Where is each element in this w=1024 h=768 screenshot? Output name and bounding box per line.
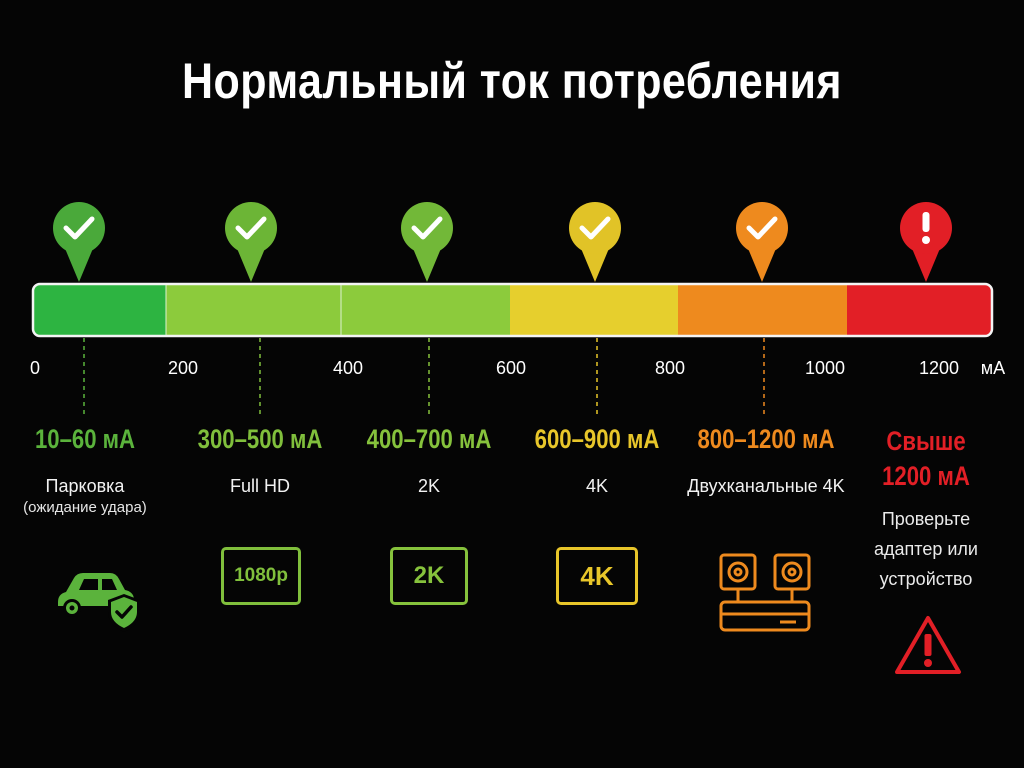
marker-fullhd <box>225 202 277 282</box>
note-text: Проверьте адаптер или устройство <box>841 504 1011 594</box>
exclamation-icon <box>922 212 930 244</box>
tick-600: 600 <box>496 358 526 378</box>
mode-sublabel: (ожидание удара) <box>23 499 147 516</box>
marker-over <box>900 202 952 282</box>
check-icon <box>235 216 267 240</box>
range-label: 10–60 мА <box>34 424 136 454</box>
check-icon <box>411 216 443 240</box>
segment-over <box>847 284 992 336</box>
bar-outline <box>31 282 994 338</box>
current-scale: 0 200 400 600 800 1000 1200 мА <box>30 202 1005 415</box>
range-label-line1: Свыше <box>886 426 966 456</box>
segment-parking <box>33 284 166 336</box>
note-line: Проверьте <box>881 509 971 529</box>
check-icon <box>746 216 778 240</box>
range-label: 800–1200 мА <box>697 424 835 454</box>
segment-dual-4k <box>678 284 847 336</box>
resolution-badge-4k: 4K <box>556 547 638 605</box>
column-2k: 400–700 мА 2K <box>344 424 514 499</box>
tick-200: 200 <box>168 358 198 378</box>
range-label: 600–900 мА <box>534 424 660 454</box>
tick-1000: 1000 <box>805 358 845 378</box>
marker-4k <box>569 202 621 282</box>
segment-4k <box>510 284 678 336</box>
resolution-badge-1080p: 1080p <box>221 547 301 605</box>
marker-dual-4k <box>736 202 788 282</box>
warning-icon <box>895 616 961 674</box>
marker-parking <box>53 202 105 282</box>
tick-1200: 1200 <box>919 358 959 378</box>
car-shield-icon <box>58 573 140 632</box>
dual-camera-icon <box>719 553 811 632</box>
mode-label: 4K <box>585 476 609 496</box>
tick-800: 800 <box>655 358 685 378</box>
range-label-line2: 1200 мА <box>882 461 970 491</box>
check-icon <box>579 216 611 240</box>
mode-label: Двухканальные 4K <box>687 476 845 496</box>
mode-label: Full HD <box>229 476 290 496</box>
segment-2k <box>341 284 510 336</box>
column-parking: 10–60 мА Парковка (ожидание удара) <box>0 424 170 517</box>
mode-label: 2K <box>417 476 441 496</box>
column-dual-4k: 800–1200 мА Двухканальные 4K <box>681 424 851 499</box>
unit-label: мА <box>981 358 1005 378</box>
resolution-badge-2k: 2K <box>390 547 468 605</box>
tick-400: 400 <box>333 358 363 378</box>
marker-2k <box>401 202 453 282</box>
note-line: устройство <box>879 569 973 589</box>
mode-label: Парковка <box>45 476 125 496</box>
column-over: Свыше 1200 мА Проверьте адаптер или устр… <box>841 424 1011 594</box>
page-title: Нормальный ток потребления <box>182 53 842 109</box>
range-label: 400–700 мА <box>366 424 492 454</box>
column-fullhd: 300–500 мА Full HD <box>175 424 345 499</box>
note-line: адаптер или <box>874 539 978 559</box>
column-4k: 600–900 мА 4K <box>512 424 682 499</box>
check-icon <box>63 216 95 240</box>
range-label: 300–500 мА <box>197 424 323 454</box>
segment-fullhd <box>166 284 341 336</box>
tick-0: 0 <box>30 358 40 378</box>
